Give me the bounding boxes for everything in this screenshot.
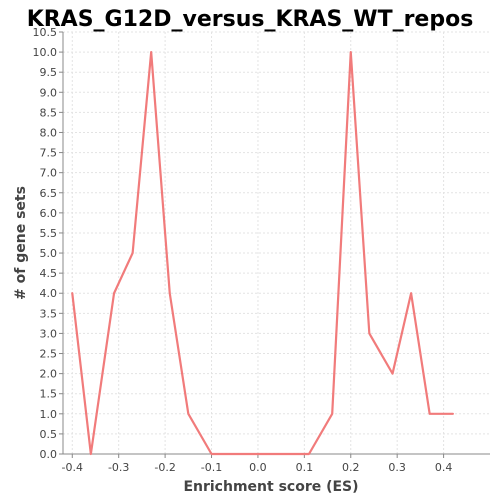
- y-tick-label: 3.0: [40, 327, 58, 340]
- x-tick-label: -0.4: [62, 461, 83, 474]
- x-tick-label: 0.3: [388, 461, 406, 474]
- y-tick-label: 10.0: [33, 46, 58, 59]
- axis-layer: 0.0 0.5 1.0 1.5 2.0 2.5 3.0 3.5 4.0 4.5 5.0 5.5 6.0 6…: [33, 26, 491, 474]
- x-tick-label: 0.4: [435, 461, 453, 474]
- y-tick-label: 5.5: [40, 227, 58, 240]
- y-tick-label: 4.0: [40, 287, 58, 300]
- x-tick-label: -0.3: [108, 461, 129, 474]
- chart-title: KRAS_G12D_versus_KRAS_WT_repos: [27, 7, 474, 32]
- x-tick-label: -0.1: [201, 461, 222, 474]
- y-tick-label: 0.0: [40, 448, 58, 461]
- x-tick-label: -0.2: [154, 461, 175, 474]
- y-tick-label: 9.0: [40, 86, 58, 99]
- y-tick-label: 1.5: [40, 388, 58, 401]
- y-tick-label: 1.0: [40, 408, 58, 421]
- y-tick-label: 6.5: [40, 187, 58, 200]
- y-tick-label: 8.0: [40, 126, 58, 139]
- y-axis-label: # of gene sets: [13, 186, 29, 300]
- y-tick-label: 2.0: [40, 368, 58, 381]
- y-tick-label: 5.0: [40, 247, 58, 260]
- y-tick-label: 0.5: [40, 428, 58, 441]
- x-tick-label: 0.1: [296, 461, 314, 474]
- x-axis-label: Enrichment score (ES): [183, 479, 358, 495]
- y-tick-label: 4.5: [40, 267, 58, 280]
- y-tick-label: 8.5: [40, 106, 58, 119]
- y-tick-label: 10.5: [33, 26, 58, 39]
- y-tick-label: 3.5: [40, 307, 58, 320]
- x-tick-label: 0.0: [249, 461, 267, 474]
- y-tick-label: 6.0: [40, 207, 58, 220]
- y-tick-label: 9.5: [40, 66, 58, 79]
- x-tick-label: 0.2: [342, 461, 360, 474]
- y-tick-label: 7.0: [40, 167, 58, 180]
- y-tick-label: 7.5: [40, 147, 58, 160]
- y-tick-label: 2.5: [40, 348, 58, 361]
